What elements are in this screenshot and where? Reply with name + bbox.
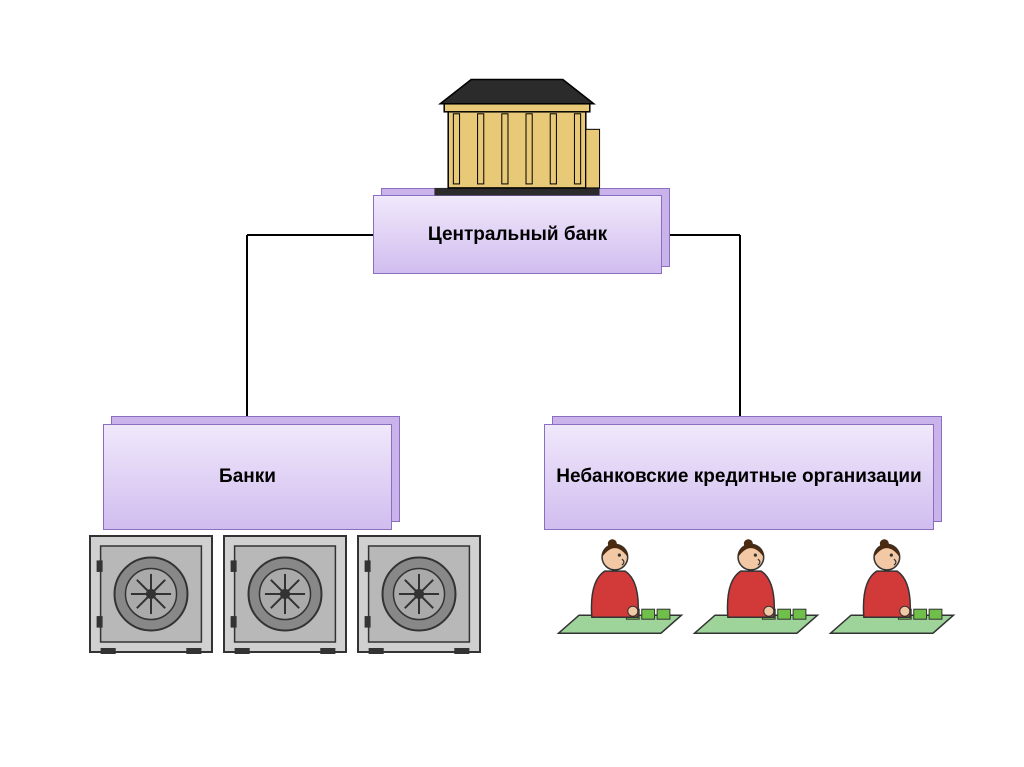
cashier-icon [828,534,956,650]
cashier-icon [692,534,820,650]
cashier-icon [556,534,684,650]
cashiers-row [0,0,1024,767]
